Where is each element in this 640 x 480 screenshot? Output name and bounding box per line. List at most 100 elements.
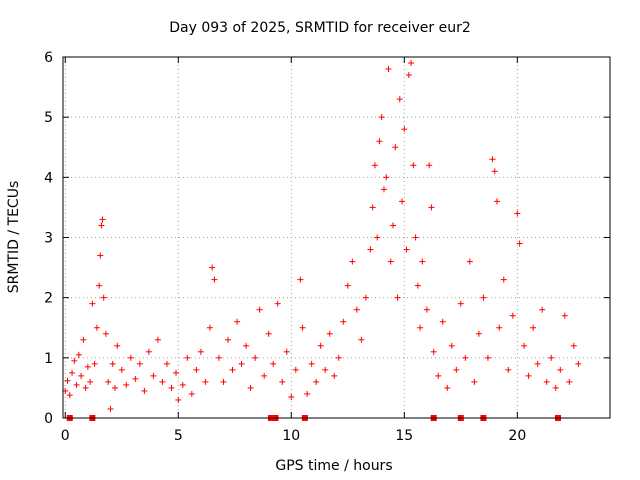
data-point — [426, 162, 433, 169]
data-point — [91, 360, 98, 367]
data-point — [292, 366, 299, 373]
data-point — [288, 393, 295, 400]
data-point — [561, 312, 568, 319]
data-point — [304, 390, 311, 397]
data-point — [211, 276, 218, 283]
y-tick-label: 5 — [44, 110, 53, 126]
data-point — [505, 366, 512, 373]
data-point — [423, 306, 430, 313]
data-point — [493, 198, 500, 205]
data-point — [109, 360, 116, 367]
data-point — [340, 318, 347, 325]
data-point — [322, 366, 329, 373]
data-point — [392, 144, 399, 151]
data-point — [100, 294, 107, 301]
data-point — [64, 377, 71, 384]
data-point — [197, 348, 204, 355]
data-point — [173, 369, 180, 376]
data-point — [80, 336, 87, 343]
y-tick-label: 2 — [44, 291, 53, 307]
axis-ticks: 0 5 10 15 20 0 1 2 3 4 5 6 — [44, 50, 610, 444]
data-point — [387, 258, 394, 265]
data-point — [417, 324, 424, 331]
data-point — [326, 330, 333, 337]
grid — [63, 57, 610, 418]
data-point — [102, 330, 109, 337]
data-point — [435, 372, 442, 379]
data-point — [274, 300, 281, 307]
y-tick-label: 4 — [44, 170, 53, 186]
data-point — [552, 384, 559, 391]
data-point — [457, 300, 464, 307]
data-point — [374, 234, 381, 241]
data-point — [543, 378, 550, 385]
y-tick-label: 0 — [44, 411, 53, 427]
data-point — [353, 306, 360, 313]
data-point — [521, 342, 528, 349]
data-point — [575, 360, 582, 367]
data-point — [410, 162, 417, 169]
data-point — [136, 360, 143, 367]
data-point — [229, 366, 236, 373]
data-point — [376, 138, 383, 145]
data-point — [265, 330, 272, 337]
data-point — [367, 246, 374, 253]
data-point — [75, 351, 82, 358]
data-point — [188, 390, 195, 397]
data-point — [480, 294, 487, 301]
data-point — [256, 306, 263, 313]
data-point — [444, 384, 451, 391]
data-point — [87, 378, 94, 385]
data-point — [401, 126, 408, 133]
data-point — [247, 384, 254, 391]
y-axis-label: SRMTID / TECUs — [6, 181, 22, 294]
data-point — [349, 258, 356, 265]
data-point — [317, 342, 324, 349]
data-point — [514, 210, 521, 217]
x-axis-label: GPS time / hours — [275, 458, 392, 474]
data-point — [252, 354, 259, 361]
data-point — [462, 354, 469, 361]
data-point — [154, 336, 161, 343]
data-point — [243, 342, 250, 349]
data-point — [430, 348, 437, 355]
data-point — [98, 222, 105, 229]
data-point — [471, 378, 478, 385]
data-point — [118, 366, 125, 373]
data-point — [396, 96, 403, 103]
data-point — [496, 324, 503, 331]
data-point — [179, 381, 186, 388]
data-point — [184, 354, 191, 361]
data-point — [238, 360, 245, 367]
data-point — [466, 258, 473, 265]
data-point — [163, 360, 170, 367]
data-point — [105, 378, 112, 385]
data-point — [96, 282, 103, 289]
data-point — [414, 282, 421, 289]
data-point — [132, 375, 139, 382]
data-point — [209, 264, 216, 271]
data-point — [548, 354, 555, 361]
data-point — [66, 392, 73, 399]
data-point — [419, 258, 426, 265]
data-point — [73, 381, 80, 388]
data-point — [383, 174, 390, 181]
data-point — [141, 387, 148, 394]
data-point — [335, 354, 342, 361]
data-point — [489, 156, 496, 163]
data-point — [405, 72, 412, 79]
data-point — [206, 324, 213, 331]
data-point — [69, 369, 76, 376]
data-point — [234, 318, 241, 325]
x-tick-label: 0 — [61, 428, 70, 444]
chart-title: Day 093 of 2025, SRMTID for receiver eur… — [169, 20, 471, 36]
data-point — [412, 234, 419, 241]
data-point — [539, 306, 546, 313]
data-point — [385, 66, 392, 73]
data-point — [308, 360, 315, 367]
data-point — [475, 330, 482, 337]
data-point — [491, 168, 498, 175]
data-point — [114, 342, 121, 349]
data-point — [111, 384, 118, 391]
data-point — [127, 354, 134, 361]
